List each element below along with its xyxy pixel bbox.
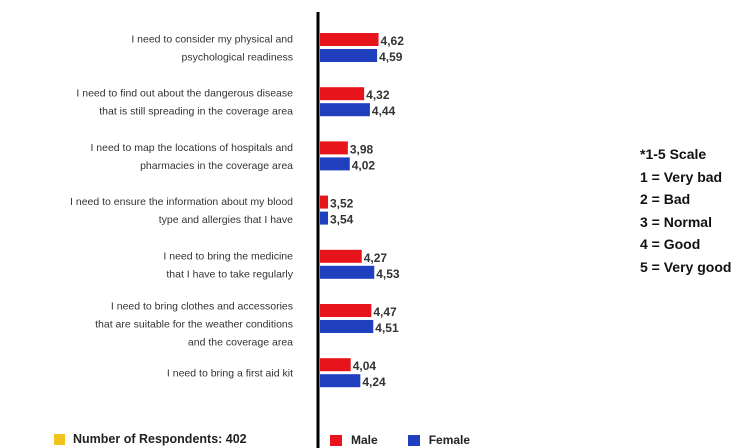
data-label: 4,47	[373, 305, 397, 319]
respondents-swatch	[54, 433, 65, 445]
legend-item-female: Female	[407, 433, 471, 447]
category-label: that I have to take regularly	[166, 268, 293, 280]
data-label: 4,27	[364, 251, 388, 265]
bar-female	[320, 49, 378, 62]
bar-female	[320, 374, 361, 388]
legend-item-male: Male	[330, 433, 378, 447]
bar-male	[320, 87, 365, 101]
data-label: 4,44	[372, 104, 396, 118]
category-label: psychological readiness	[182, 52, 293, 64]
bar-male	[320, 304, 372, 317]
scale-note: *1-5 Scale 1 = Very bad 2 = Bad 3 = Norm…	[640, 143, 731, 278]
data-label: 4,62	[381, 34, 405, 48]
scale-note-line: 2 = Bad	[640, 191, 691, 207]
bar-female	[320, 211, 328, 225]
legend: Male Female	[330, 433, 500, 447]
bar-female	[320, 320, 374, 333]
bar-male	[320, 195, 328, 209]
data-label: 4,59	[379, 50, 403, 64]
scale-note-line: 5 = Very good	[640, 258, 732, 275]
data-label: 3,52	[330, 197, 354, 211]
category-label: I need to bring clothes and accessories	[111, 301, 293, 313]
bar-female	[320, 157, 350, 171]
category-label: I need to consider my physical and	[131, 34, 293, 46]
data-label: 3,98	[350, 142, 374, 156]
category-label: that is still spreading in the coverage …	[99, 106, 293, 118]
scale-note-line: 3 = Normal	[640, 213, 712, 230]
category-label: I need to ensure the information about m…	[70, 196, 293, 208]
legend-swatch-male	[330, 434, 342, 446]
data-label: 4,24	[362, 375, 386, 389]
category-label: I need to bring a first aid kit	[167, 368, 293, 380]
bar-female	[320, 103, 370, 117]
data-label: 4,51	[375, 321, 399, 335]
scale-note-line: *1-5 Scale	[640, 146, 707, 162]
data-label: 4,04	[353, 359, 377, 373]
category-label: and the coverage area	[188, 337, 293, 349]
bar-male	[320, 141, 348, 155]
scale-note-line: 1 = Very bad	[640, 168, 723, 185]
category-label: I need to map the locations of hospitals…	[90, 142, 293, 154]
category-label: type and allergies that I have	[159, 214, 293, 226]
scale-note-line: 4 = Good	[640, 236, 701, 252]
category-label: I need to find out about the dangerous d…	[76, 88, 293, 100]
bar-male	[320, 249, 362, 263]
data-label: 4,32	[366, 88, 390, 102]
legend-label-male: Male	[351, 433, 378, 447]
respondents-label: Number of Respondents: 402	[73, 432, 247, 446]
legend-swatch-female	[407, 434, 420, 446]
data-label: 3,54	[330, 213, 354, 227]
data-label: 4,53	[376, 267, 400, 281]
category-label: I need to bring the medicine	[163, 250, 293, 262]
bar-male	[320, 358, 351, 372]
bar-male	[320, 33, 379, 46]
legend-label-female: Female	[428, 433, 471, 447]
category-label: that are suitable for the weather condit…	[95, 319, 293, 331]
bar-female	[320, 265, 375, 279]
respondents-note: Number of Respondents: 402	[54, 432, 247, 446]
category-label: pharmacies in the coverage area	[140, 160, 293, 172]
data-label: 4,02	[352, 158, 376, 172]
